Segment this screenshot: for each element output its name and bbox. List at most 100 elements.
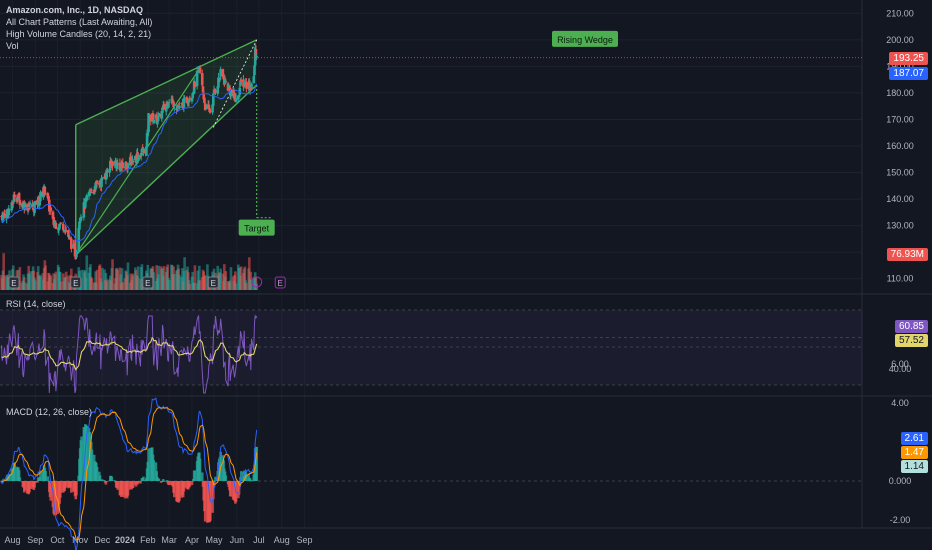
candle-body [206, 104, 209, 110]
candle-body [238, 87, 242, 95]
indicator-chart-patterns[interactable]: All Chart Patterns (Last Awaiting, All) [6, 17, 153, 27]
candle-body [192, 80, 196, 94]
volume-bar [166, 264, 169, 290]
candle-body [72, 243, 76, 247]
macd-histogram-bar [64, 481, 68, 487]
macd-histogram-bar [188, 481, 192, 487]
volume-bar [90, 278, 94, 290]
candle-body [164, 104, 168, 112]
earnings-marker-label: E [145, 279, 150, 288]
candle-body [128, 157, 132, 166]
volume-bar [3, 275, 6, 290]
y-tick-label: 180.00 [886, 88, 914, 98]
candle-body [64, 230, 68, 232]
rsi-pane: 40.00 [0, 309, 912, 394]
volume-bar [64, 271, 68, 290]
macd-histogram-bar [245, 475, 248, 481]
candle-body [59, 223, 62, 225]
volume-bar [98, 264, 102, 290]
macd-histogram-bar [214, 476, 217, 481]
candle-body [52, 216, 55, 225]
candle-body [175, 106, 179, 111]
macd-histogram-bar [164, 481, 168, 482]
macd-histogram-bar [255, 446, 258, 481]
candle-body [173, 107, 176, 109]
candle-body [116, 163, 119, 165]
candle-body [106, 170, 109, 173]
candle-body [1, 213, 5, 222]
macd-histogram-bar [136, 481, 140, 484]
candle-body [155, 116, 158, 124]
volume-bar [54, 271, 58, 290]
candle-body [100, 178, 103, 188]
candle-body [94, 182, 97, 190]
candle-body [92, 189, 96, 195]
volume-bar [183, 257, 186, 290]
x-tick-label: Aug [4, 535, 20, 545]
macd-histogram-bar [203, 481, 207, 522]
candle-body [49, 207, 53, 211]
volume-bar [131, 273, 135, 290]
macd-histogram-bar [134, 481, 138, 487]
indicator-volume[interactable]: Vol [6, 41, 19, 51]
volume-bar [80, 269, 83, 290]
x-tick-label: Oct [50, 535, 65, 545]
candle-body [42, 192, 45, 198]
volume-bar [198, 265, 201, 290]
candle-body [44, 193, 47, 195]
rsi-tick-label: 40.00 [889, 364, 912, 374]
candle-body [28, 203, 32, 205]
wedge-fill [75, 39, 257, 255]
candle-body [43, 186, 47, 193]
candle-body [229, 90, 233, 97]
x-tick-label: Aug [274, 535, 290, 545]
macd-histogram-bar [33, 481, 36, 488]
volume-bar [119, 274, 122, 290]
volume-bar [239, 266, 243, 290]
earnings-marker [8, 276, 20, 289]
candle-body [109, 160, 113, 164]
volume-bar [120, 268, 124, 290]
volume-bar [250, 279, 253, 290]
candle-body [227, 86, 231, 89]
rsi-legend[interactable]: RSI (14, close) [6, 299, 66, 309]
indicator-high-volume[interactable]: High Volume Candles (20, 14, 2, 21) [6, 29, 152, 39]
x-tick-label: May [206, 535, 224, 545]
candle-body [7, 208, 11, 216]
y-tick-label: 160.00 [886, 141, 914, 151]
volume-bar [167, 279, 171, 290]
macd-histogram-bar [44, 471, 47, 481]
candle-body [245, 81, 248, 89]
macd-histogram-bar [17, 470, 21, 481]
macd-histogram-bar [139, 481, 143, 482]
candle-body [88, 192, 92, 194]
target-label: Target [244, 224, 270, 234]
candle-body [183, 97, 186, 99]
candle-body [203, 103, 207, 111]
volume-bar [95, 269, 99, 290]
macd-histogram-bar [131, 481, 135, 489]
candle-body [5, 209, 8, 219]
macd-legend[interactable]: MACD (12, 26, close) [6, 407, 93, 417]
macd-histogram-bar [237, 481, 241, 495]
macd-histogram-bar [157, 478, 161, 481]
candle-body [207, 104, 211, 109]
candle-body [67, 230, 70, 238]
candle-body [253, 65, 256, 76]
candle-body [131, 161, 135, 163]
earnings-marker-label: E [211, 279, 216, 288]
candle-body [16, 198, 19, 201]
candle-body [51, 211, 55, 219]
candle-body [167, 103, 170, 108]
macd-histogram-bar [46, 476, 50, 481]
macd-histogram-bar [106, 481, 109, 482]
candle-body [115, 162, 119, 170]
x-tick-label: Nov [72, 535, 89, 545]
y-tick-label: 130.00 [886, 221, 914, 231]
candle-body [202, 94, 206, 100]
macd-histogram-bar [18, 477, 22, 481]
macd-histogram-bar [75, 481, 78, 496]
candle-body [17, 192, 21, 198]
volume-bar [121, 282, 125, 290]
